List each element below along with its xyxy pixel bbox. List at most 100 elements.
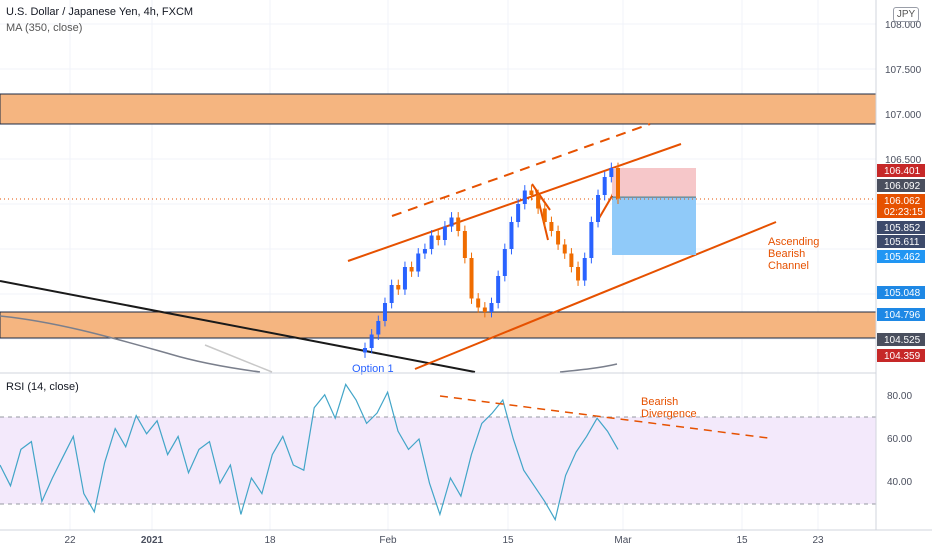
price-tick-1065: 106.500 [885,155,922,166]
candle-body[interactable] [549,222,554,231]
time-tick-2021: 2021 [141,535,164,546]
price-label-text: 02:23:15 [884,207,923,218]
support-zone[interactable] [0,311,877,339]
candle-body[interactable] [409,267,414,272]
price-label-text: 105.852 [884,223,921,234]
candle-body[interactable] [529,190,534,196]
price-label-box [877,179,925,192]
ma-350-line-left[interactable] [0,315,261,373]
time-tick-mar: Mar [614,535,632,546]
channel-upper-line[interactable] [347,143,682,262]
candle-body[interactable] [509,222,514,249]
currency-scale-button[interactable]: JPY [893,7,919,22]
price-axis-ticks: 108.000 107.500 107.000 106.500 [885,20,922,166]
ascending-channel[interactable] [347,123,777,370]
candle-body[interactable] [496,276,501,303]
annotation-bearish-div: Bearish [641,396,678,408]
channel-lower-line[interactable] [414,221,777,370]
rsi-tick-80: 80.00 [887,391,912,402]
time-tick-15b: 15 [736,535,748,546]
candle-body[interactable] [456,217,461,232]
candle-body[interactable] [402,267,407,290]
price-tick-1075: 107.500 [885,65,922,76]
annotation-ascending: Ascending [768,236,819,248]
rsi-axis-ticks: 80.00 60.00 40.00 [887,391,912,488]
chart-title: U.S. Dollar / Japanese Yen, 4h, FXCM [6,6,194,18]
annotation-divergence: Divergence [641,408,697,420]
candle-body[interactable] [489,303,494,312]
candle-body[interactable] [576,267,581,281]
price-label-text: 105.048 [884,288,921,299]
candle-body[interactable] [422,249,427,254]
candle-body[interactable] [556,231,561,245]
rsi-band [0,417,876,504]
price-label-box [877,205,925,218]
candle-body[interactable] [416,253,421,272]
rsi-legend[interactable]: RSI (14, close) [6,381,79,393]
candle-body[interactable] [602,177,607,195]
candle-body[interactable] [596,195,601,222]
candle-body[interactable] [436,235,441,241]
candle-body[interactable] [369,334,374,349]
stop-loss-zone[interactable] [612,168,696,196]
pattern-wedge[interactable] [531,183,551,241]
annotation-bearish: Bearish [768,248,805,260]
ma-legend[interactable]: MA (350, close) [6,22,83,34]
candle-body[interactable] [536,195,541,209]
time-tick-23: 23 [812,535,824,546]
candle-body[interactable] [569,253,574,268]
candle-body[interactable] [389,285,394,303]
price-label-text: 106.062 [884,196,921,207]
price-tick-107: 107.000 [885,110,922,121]
downtrend-line[interactable] [0,280,476,373]
price-label-text: 106.092 [884,181,921,192]
candle-body[interactable] [616,168,620,199]
price-label-text: 104.796 [884,310,921,321]
time-tick-18: 18 [264,535,276,546]
price-label-box [877,194,925,207]
time-tick-feb: Feb [379,535,397,546]
candle-body[interactable] [449,217,454,227]
minor-trend-line[interactable] [204,344,273,373]
price-tick-108: 108.000 [885,20,922,31]
candle-body[interactable] [562,244,567,254]
take-profit-zone[interactable] [612,197,696,255]
candle-body[interactable] [469,258,474,299]
annotation-option-1: Option 1 [352,363,394,375]
resistance-zone[interactable] [0,93,877,125]
candle-body[interactable] [482,307,487,313]
price-label-box [877,349,925,362]
candle-body[interactable] [542,208,547,223]
rsi-tick-40: 40.00 [887,477,912,488]
candle-body[interactable] [609,168,614,177]
candle-body[interactable] [363,348,367,353]
price-axis[interactable] [876,0,932,530]
ma-350-line-right[interactable] [559,363,618,373]
time-axis-ticks[interactable]: 22 2021 18 Feb 15 Mar 15 23 [64,535,824,546]
price-label-box [877,164,925,177]
candle-body[interactable] [502,249,507,276]
price-label-box [877,235,925,248]
candle-body[interactable] [516,204,521,222]
channel-projection-line[interactable] [391,123,651,217]
main-plot-area[interactable] [0,0,876,372]
candle-body[interactable] [376,321,381,335]
candle-body[interactable] [396,285,401,290]
candle-body[interactable] [429,235,434,250]
candle-body[interactable] [382,303,387,321]
candlestick-series[interactable] [363,162,620,358]
candle-body[interactable] [476,298,481,308]
price-label-box [877,308,925,321]
time-tick-22: 22 [64,535,76,546]
candle-body[interactable] [462,231,467,258]
candle-body[interactable] [442,226,447,241]
time-tick-15a: 15 [502,535,514,546]
candle-body[interactable] [589,222,594,258]
candle-body[interactable] [522,190,527,205]
price-label-box [877,286,925,299]
rsi-line[interactable] [0,383,619,522]
price-label-box [877,221,925,234]
candle-body[interactable] [582,258,587,281]
